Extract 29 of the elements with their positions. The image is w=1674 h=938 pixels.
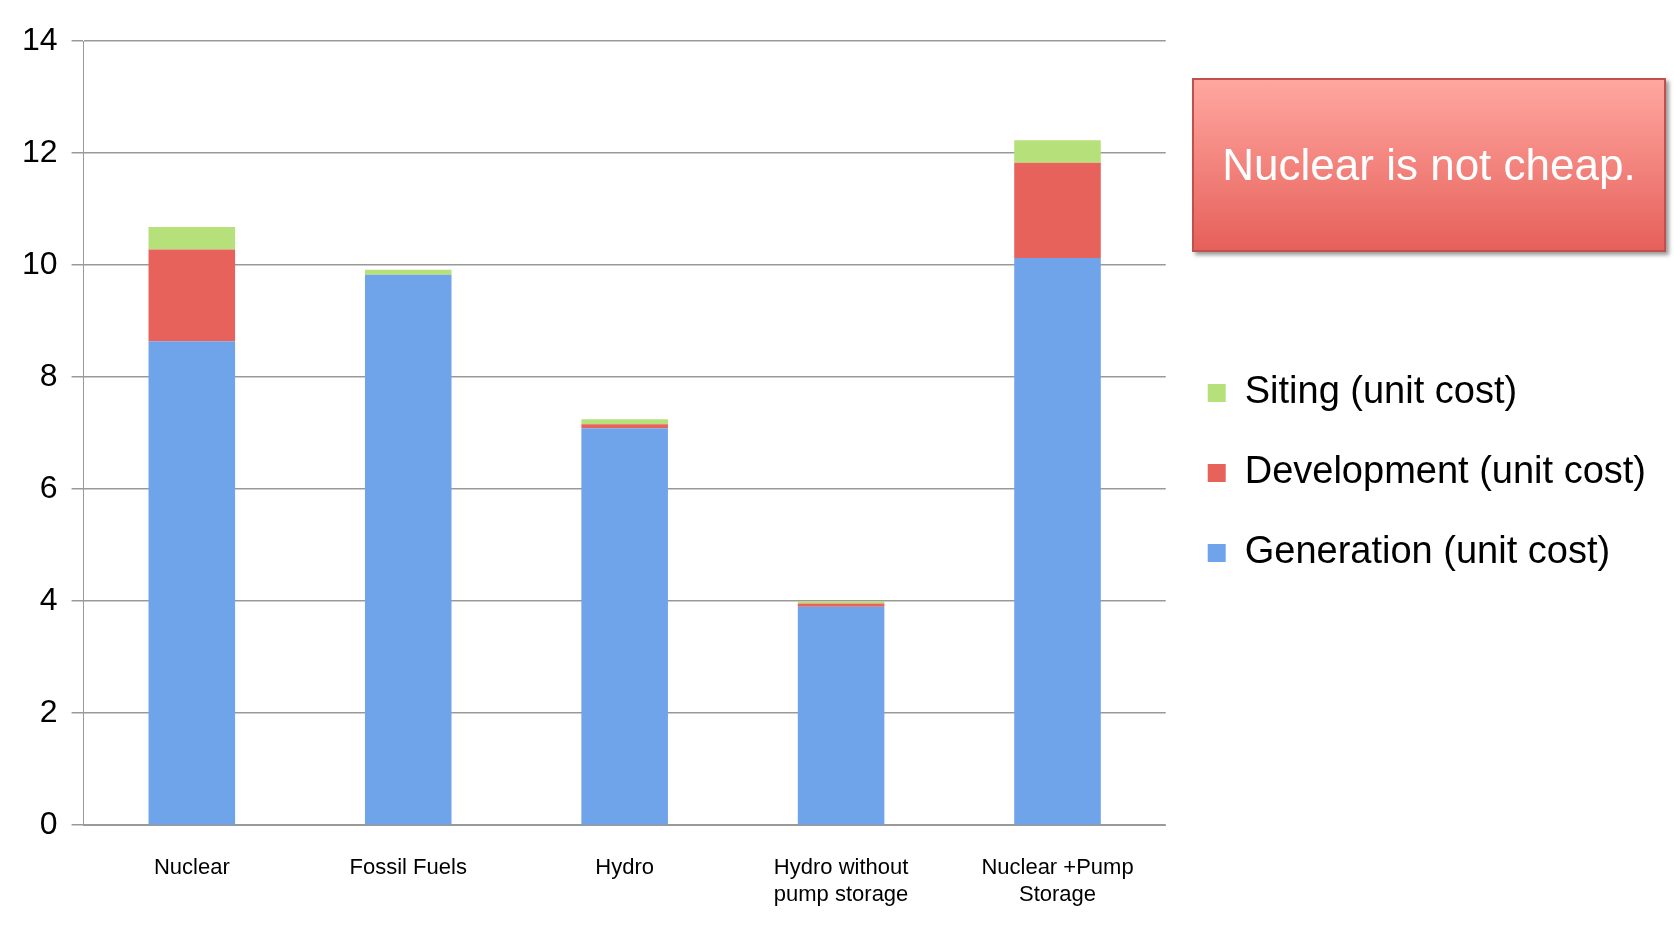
bar — [148, 227, 236, 250]
legend-label: Siting (unit cost) — [1244, 369, 1518, 412]
legend-label: Generation (unit cost) — [1244, 529, 1611, 572]
bar — [581, 428, 668, 825]
y-tick-label: 0 — [39, 805, 58, 842]
bar — [364, 269, 452, 275]
x-tick-label: Hydro — [595, 854, 654, 880]
x-tick-label: Nuclear +Pump Storage — [981, 854, 1134, 906]
bar — [364, 274, 452, 825]
y-tick-label: 4 — [39, 581, 58, 618]
y-tick-label: 8 — [39, 357, 58, 394]
bar — [797, 606, 885, 825]
y-tick-label: 10 — [22, 245, 58, 282]
bar — [1014, 140, 1101, 163]
bar — [148, 341, 236, 825]
bar — [581, 424, 668, 429]
y-tick-label: 6 — [39, 469, 58, 506]
bar — [1014, 162, 1101, 258]
x-tick-label: Hydro without pump storage — [773, 854, 909, 906]
bar — [1014, 257, 1101, 825]
bar — [581, 419, 668, 425]
y-tick-label: 2 — [39, 693, 58, 730]
bar — [148, 249, 236, 342]
legend-label: Development (unit cost) — [1244, 449, 1647, 492]
callout-box: Nuclear is not cheap. — [1192, 78, 1666, 252]
x-tick-label: Nuclear — [153, 854, 230, 880]
x-tick-label: Fossil Fuels — [349, 854, 467, 880]
y-tick-label: 14 — [22, 21, 58, 58]
y-tick-label: 12 — [22, 133, 58, 170]
